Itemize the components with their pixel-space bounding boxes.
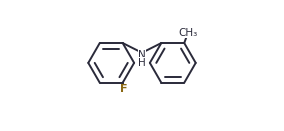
Text: CH₃: CH₃ xyxy=(178,28,197,38)
Text: N: N xyxy=(138,50,146,60)
Text: F: F xyxy=(120,84,128,94)
Text: H: H xyxy=(138,58,146,68)
